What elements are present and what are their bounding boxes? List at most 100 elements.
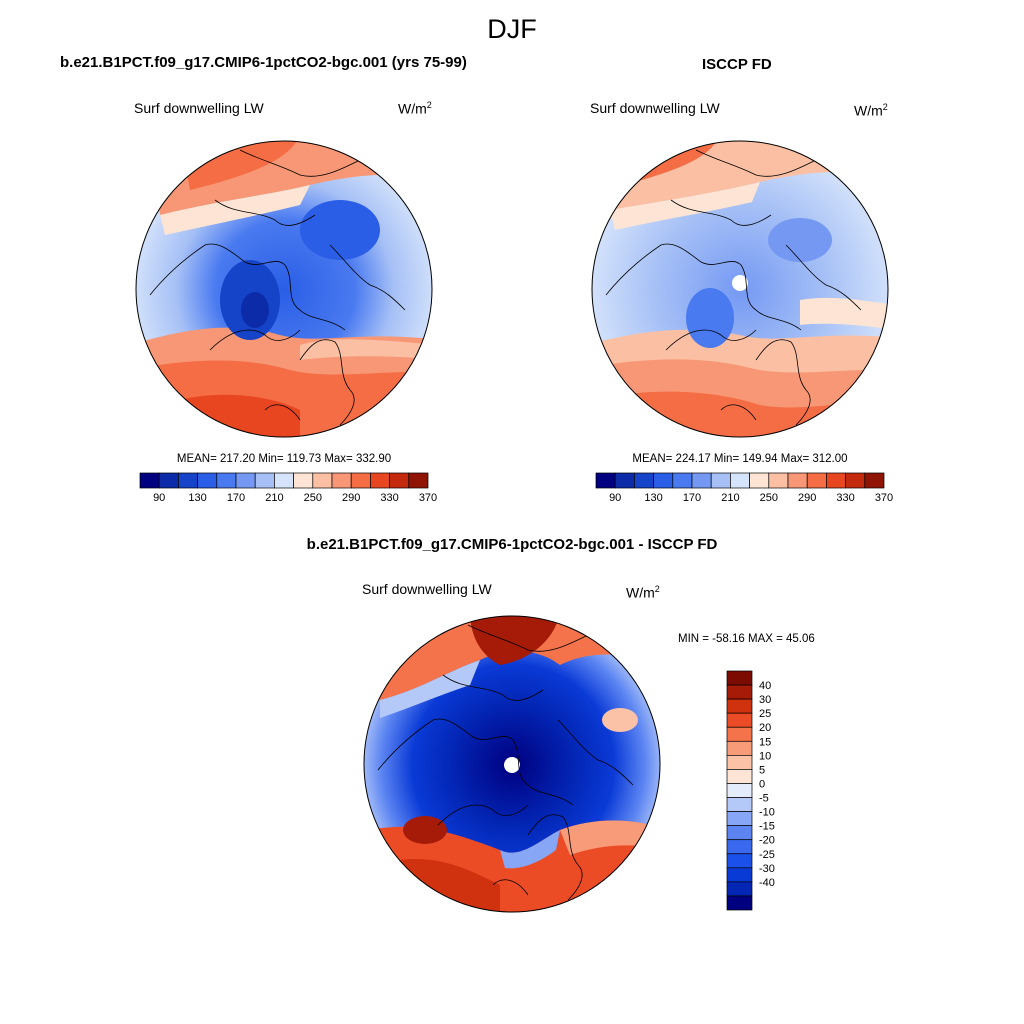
colorbar-model-swatch (389, 472, 410, 489)
colorbar-difference-tick-label: 10 (759, 750, 771, 762)
variable-label-model: Surf downwelling LW (134, 100, 264, 116)
panel-title-model: b.e21.B1PCT.f09_g17.CMIP6-1pctCO2-bgc.00… (60, 54, 467, 71)
colorbar-model-swatch (331, 472, 352, 489)
colorbar-obs-tick-label: 290 (798, 492, 816, 504)
coastlines-model (149, 149, 421, 426)
colorbar-obs-swatch (730, 472, 750, 489)
coastlines-obs (605, 149, 877, 426)
colorbar-difference-tick-label: -5 (759, 793, 769, 805)
colorbar-difference-swatch (726, 726, 753, 742)
colorbar-model-swatch (158, 472, 179, 489)
colorbar-model-swatch (254, 472, 275, 489)
colorbar-model-swatch (408, 472, 429, 489)
colorbar-difference-swatch (726, 867, 753, 883)
colorbar-model-tick-label: 90 (153, 492, 165, 504)
colorbar-difference-swatch (726, 839, 753, 855)
colorbar-difference-tick-label: -20 (759, 835, 775, 847)
units-label-model: W/m2 (398, 100, 432, 117)
colorbar-obs-swatch (710, 472, 731, 489)
colorbar-obs-tick-label: 210 (721, 492, 739, 504)
colorbar-difference-tick-label: 5 (759, 764, 765, 776)
units-label-obs: W/m2 (854, 102, 888, 119)
colorbar-obs-tick-label: 170 (683, 492, 701, 504)
season-title: DJF (487, 14, 537, 44)
colorbar-difference-tick-label: 20 (759, 722, 771, 734)
colorbar-obs-swatch (826, 472, 846, 489)
colorbar-model-tick-label: 170 (227, 492, 245, 504)
polar-map-model (135, 140, 433, 438)
colorbar-difference-tick-label: 0 (759, 778, 765, 790)
colorbar-model-swatch (370, 472, 390, 489)
colorbar-obs-swatch (845, 472, 866, 489)
polar-map-difference (363, 615, 661, 913)
colorbar-model-tick-label: 210 (265, 492, 283, 504)
colorbar-model-swatch (235, 472, 256, 489)
colorbar-obs-swatch (634, 472, 654, 489)
colorbar-difference-swatch (726, 797, 753, 812)
stats-model: MEAN= 217.20 Min= 119.73 Max= 332.90 (176, 453, 392, 465)
colorbar-obs: 90 130 170 210 250 290 330 370 (595, 472, 893, 504)
colorbar-model-swatch (274, 472, 294, 489)
colorbar-model-swatch (139, 472, 160, 489)
colorbar-model-swatch (350, 472, 371, 489)
colorbar-difference-tick-label: 25 (759, 708, 771, 720)
colorbar-obs-tick-label: 130 (644, 492, 662, 504)
colorbar-difference-swatch (726, 712, 753, 728)
colorbar-model-tick-label: 330 (380, 492, 398, 504)
colorbar-difference-tick-label: -25 (759, 849, 775, 861)
stats-obs: MEAN= 224.17 Min= 149.94 Max= 312.00 (632, 453, 848, 465)
colorbar-difference-tick-label: -40 (759, 877, 775, 889)
colorbar-model-tick-label: 130 (188, 492, 206, 504)
colorbar-difference-tick-label: -10 (759, 807, 775, 819)
colorbar-obs-swatch (864, 472, 885, 489)
colorbar-difference-swatch (726, 755, 753, 770)
panel-title-obs: ISCCP FD (702, 56, 772, 73)
colorbar-model-tick-label: 250 (304, 492, 322, 504)
polar-map-obs (591, 140, 889, 438)
colorbar-difference-swatch (726, 783, 753, 798)
colorbar-difference-swatch (726, 740, 753, 756)
units-label-difference: W/m2 (626, 584, 660, 601)
colorbar-obs-tick-label: 90 (609, 492, 621, 504)
colorbar-difference-swatch (726, 670, 753, 686)
colorbar-difference-swatch (726, 825, 753, 841)
colorbar-model-tick-label: 370 (419, 492, 437, 504)
colorbar-difference-tick-label: 15 (759, 736, 771, 748)
colorbar-obs-swatch (768, 472, 789, 489)
colorbar-model-swatch (216, 472, 237, 489)
colorbar-difference-swatch (726, 769, 753, 784)
colorbar-model-swatch (293, 472, 314, 489)
colorbar-difference-tick-label: 30 (759, 694, 771, 706)
colorbar-difference: 40 30 25 20 15 10 5 0 -5 -10 -15 -20 -25 -30 -40 (726, 670, 775, 911)
colorbar-model-swatch (197, 472, 218, 489)
colorbar-obs-swatch (614, 472, 635, 489)
colorbar-obs-swatch (749, 472, 770, 489)
colorbar-obs-swatch (672, 472, 693, 489)
colorbar-model: 90 130 170 210 250 290 330 370 (139, 472, 437, 504)
colorbar-obs-swatch (787, 472, 808, 489)
colorbar-obs-swatch (691, 472, 712, 489)
colorbar-difference-tick-label: 40 (759, 680, 771, 692)
variable-label-difference: Surf downwelling LW (362, 581, 492, 597)
colorbar-model-tick-label: 290 (342, 492, 360, 504)
colorbar-model-swatch (178, 472, 198, 489)
colorbar-obs-tick-label: 370 (875, 492, 893, 504)
colorbar-difference-swatch (726, 684, 753, 700)
colorbar-difference-swatch (726, 895, 753, 911)
colorbar-obs-swatch (806, 472, 827, 489)
colorbar-difference-tick-label: -30 (759, 863, 775, 875)
colorbar-model-swatch (312, 472, 333, 489)
colorbar-obs-tick-label: 250 (760, 492, 778, 504)
colorbar-difference-swatch (726, 698, 753, 714)
colorbar-obs-swatch (653, 472, 674, 489)
stats-difference: MIN = -58.16 MAX = 45.06 (678, 633, 815, 645)
colorbar-difference-tick-label: -15 (759, 821, 775, 833)
variable-label-obs: Surf downwelling LW (590, 100, 720, 116)
colorbar-obs-swatch (595, 472, 616, 489)
colorbar-difference-swatch (726, 853, 753, 869)
panel-title-difference: b.e21.B1PCT.f09_g17.CMIP6-1pctCO2-bgc.00… (306, 536, 718, 553)
colorbar-difference-swatch (726, 881, 753, 897)
colorbar-difference-swatch (726, 811, 753, 826)
colorbar-obs-tick-label: 330 (836, 492, 854, 504)
